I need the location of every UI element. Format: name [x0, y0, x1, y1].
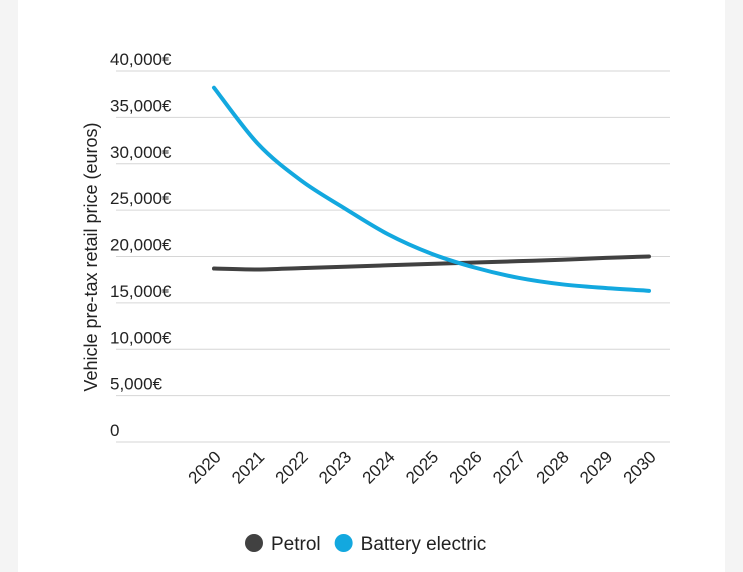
x-tick-label: 2030 — [620, 447, 660, 487]
y-tick-label: 10,000€ — [110, 328, 172, 347]
y-tick-label: 35,000€ — [110, 96, 172, 115]
series-lines — [212, 85, 651, 293]
x-tick-label: 2023 — [315, 447, 355, 487]
x-tick-label: 2027 — [489, 447, 529, 487]
legend-marker-battery-electric — [334, 534, 353, 552]
gridlines — [116, 70, 670, 443]
series-line-petrol — [212, 254, 651, 272]
chart-card: 0 5,000€ 10,000€ 15,000€ 20,000€ 25,000€ 30,00… — [18, 0, 725, 572]
x-tick-label: 2029 — [576, 447, 616, 487]
x-axis-ticks: 2020 2021 2022 2023 2024 2025 2026 2027 2028 2029… — [185, 447, 660, 487]
x-tick-label: 2022 — [272, 447, 312, 487]
y-axis-ticks: 0 5,000€ 10,000€ 15,000€ 20,000€ 25,000€ 30,00… — [110, 50, 172, 440]
x-tick-label: 2026 — [446, 447, 486, 487]
x-tick-label: 2021 — [228, 447, 268, 487]
y-tick-label: 30,000€ — [110, 143, 172, 162]
legend-label: Battery electric — [361, 534, 487, 555]
legend-marker-petrol — [245, 534, 263, 552]
series-line-battery-electric — [212, 85, 651, 293]
y-tick-label: 20,000€ — [110, 236, 172, 255]
y-tick-label: 0 — [110, 421, 119, 440]
y-axis-label: Vehicle pre-tax retail price (euros) — [81, 122, 101, 391]
y-tick-label: 40,000€ — [110, 50, 172, 69]
legend-label: Petrol — [271, 534, 321, 555]
line-chart: 0 5,000€ 10,000€ 15,000€ 20,000€ 25,000€ 30,00… — [81, 50, 670, 555]
y-tick-label: 5,000€ — [110, 375, 163, 394]
x-tick-label: 2028 — [533, 447, 573, 487]
legend-item-petrol: Petrol — [245, 534, 321, 555]
legend-item-battery-electric: Battery electric — [334, 534, 487, 555]
y-tick-label: 25,000€ — [110, 189, 172, 208]
x-tick-label: 2020 — [185, 447, 225, 487]
legend: Petrol Battery electric — [245, 534, 486, 555]
x-tick-label: 2025 — [402, 447, 442, 487]
x-tick-label: 2024 — [359, 447, 399, 487]
y-tick-label: 15,000€ — [110, 282, 172, 301]
